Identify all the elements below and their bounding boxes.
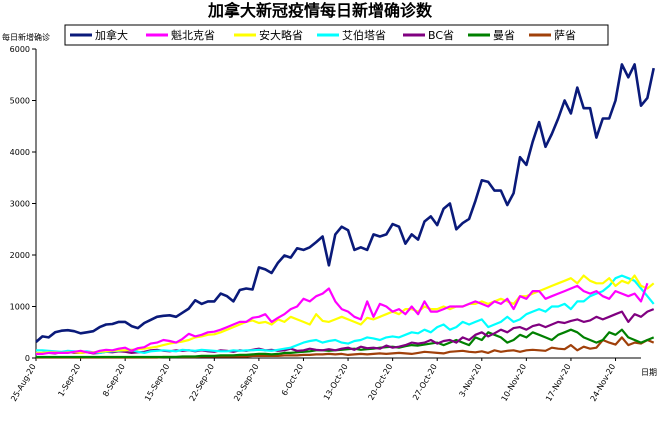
- x-tick-label: 20-Oct-20: [366, 363, 394, 402]
- series-line: [36, 282, 649, 355]
- x-tick-label: 22-Sep-20: [188, 363, 216, 403]
- y-tick-label: 2000: [10, 251, 30, 260]
- x-tick-label: 8-Sep-20: [101, 363, 127, 399]
- x-tick-label: 25-Aug-20: [9, 363, 38, 404]
- x-tick-label: 15-Sep-20: [143, 363, 171, 403]
- series-line: [35, 63, 655, 343]
- x-tick-label: 3-Nov-20: [458, 362, 484, 398]
- x-tick-label: 17-Nov-20: [544, 363, 573, 403]
- y-tick-label: 3000: [10, 200, 30, 209]
- y-tick-label: 6000: [10, 45, 30, 54]
- legend-label: 安大略省: [259, 28, 303, 42]
- legend-label: 魁北克省: [171, 28, 215, 42]
- legend-label: 曼省: [493, 29, 515, 42]
- y-tick-label: 1000: [10, 303, 30, 312]
- x-tick-label: 10-Nov-20: [500, 363, 529, 403]
- y-tick-label: 5000: [10, 97, 30, 106]
- x-tick-label: 1-Sep-20: [56, 363, 82, 399]
- series-line: [36, 274, 655, 354]
- x-tick-label: 27-Oct-20: [411, 363, 439, 402]
- y-axis-label: 每日新增确诊: [2, 32, 50, 42]
- legend: 加拿大 魁北克省 安大略省 艾伯塔省 BC省 曼省 萨省: [64, 24, 609, 46]
- series-line: [36, 274, 655, 354]
- x-tick-label: 29-Sep-20: [232, 363, 260, 403]
- x-tick-label: 6-Oct-20: [280, 363, 305, 398]
- legend-label: BC省: [428, 29, 454, 42]
- y-tick-label: 0: [25, 354, 30, 363]
- legend-label: 加拿大: [95, 28, 128, 42]
- y-tick-label: 4000: [10, 148, 30, 157]
- x-axis-label: 日期: [641, 368, 657, 377]
- series-line: [35, 308, 655, 355]
- series-layer: [35, 63, 655, 359]
- x-tick-label: 13-Oct-20: [322, 363, 350, 402]
- series-line: [36, 328, 655, 359]
- legend-label: 萨省: [554, 29, 576, 42]
- x-tick-label: 24-Nov-20: [589, 363, 618, 403]
- legend-label: 艾伯塔省: [342, 28, 386, 42]
- chart-title: 加拿大新冠疫情每日新增确诊数: [207, 1, 433, 20]
